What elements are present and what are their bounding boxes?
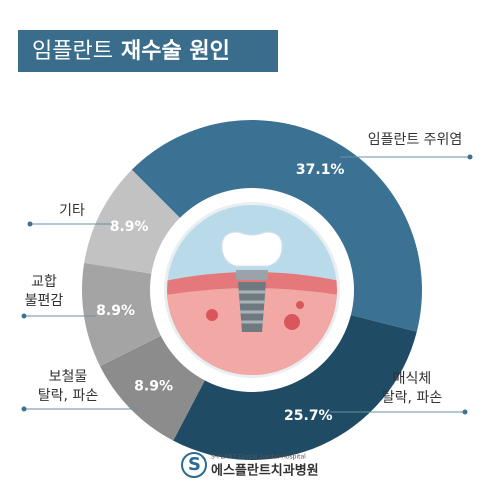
value-label: 8.9% bbox=[134, 379, 173, 395]
slice-label: 교합 bbox=[31, 274, 57, 290]
chart-title: 임플란트 재수술 원인 bbox=[32, 39, 230, 64]
slice-label: 매식체 bbox=[393, 371, 432, 387]
slice-label: 탈락, 파손 bbox=[38, 388, 99, 404]
logo-small: S-PLANT Digital Dental Hospital bbox=[211, 454, 306, 461]
leader-dot bbox=[21, 313, 27, 319]
leader-dot bbox=[467, 154, 473, 160]
title-bold: 재수술 원인 bbox=[121, 39, 230, 64]
leader-dot bbox=[21, 406, 27, 412]
title-banner bbox=[18, 30, 278, 72]
leader-dot bbox=[27, 221, 33, 227]
slice-label: 임플란트 주위염 bbox=[368, 132, 463, 148]
slice-label: 보철물 bbox=[49, 369, 88, 385]
value-label: 37.1% bbox=[296, 162, 345, 178]
value-label: 25.7% bbox=[284, 408, 333, 424]
logo-mark: S bbox=[188, 454, 201, 475]
slice-label: 불편감 bbox=[25, 293, 64, 309]
slice-label: 탈락, 파손 bbox=[382, 390, 443, 406]
value-label: 8.9% bbox=[110, 219, 149, 235]
title-light: 임플란트 bbox=[32, 39, 113, 64]
value-label: 8.9% bbox=[96, 303, 135, 319]
slice-label: 기타 bbox=[59, 203, 85, 219]
leader-dot bbox=[462, 409, 468, 415]
logo-name: 에스플란트치과병원 bbox=[211, 463, 319, 479]
logo-circle bbox=[181, 452, 207, 478]
